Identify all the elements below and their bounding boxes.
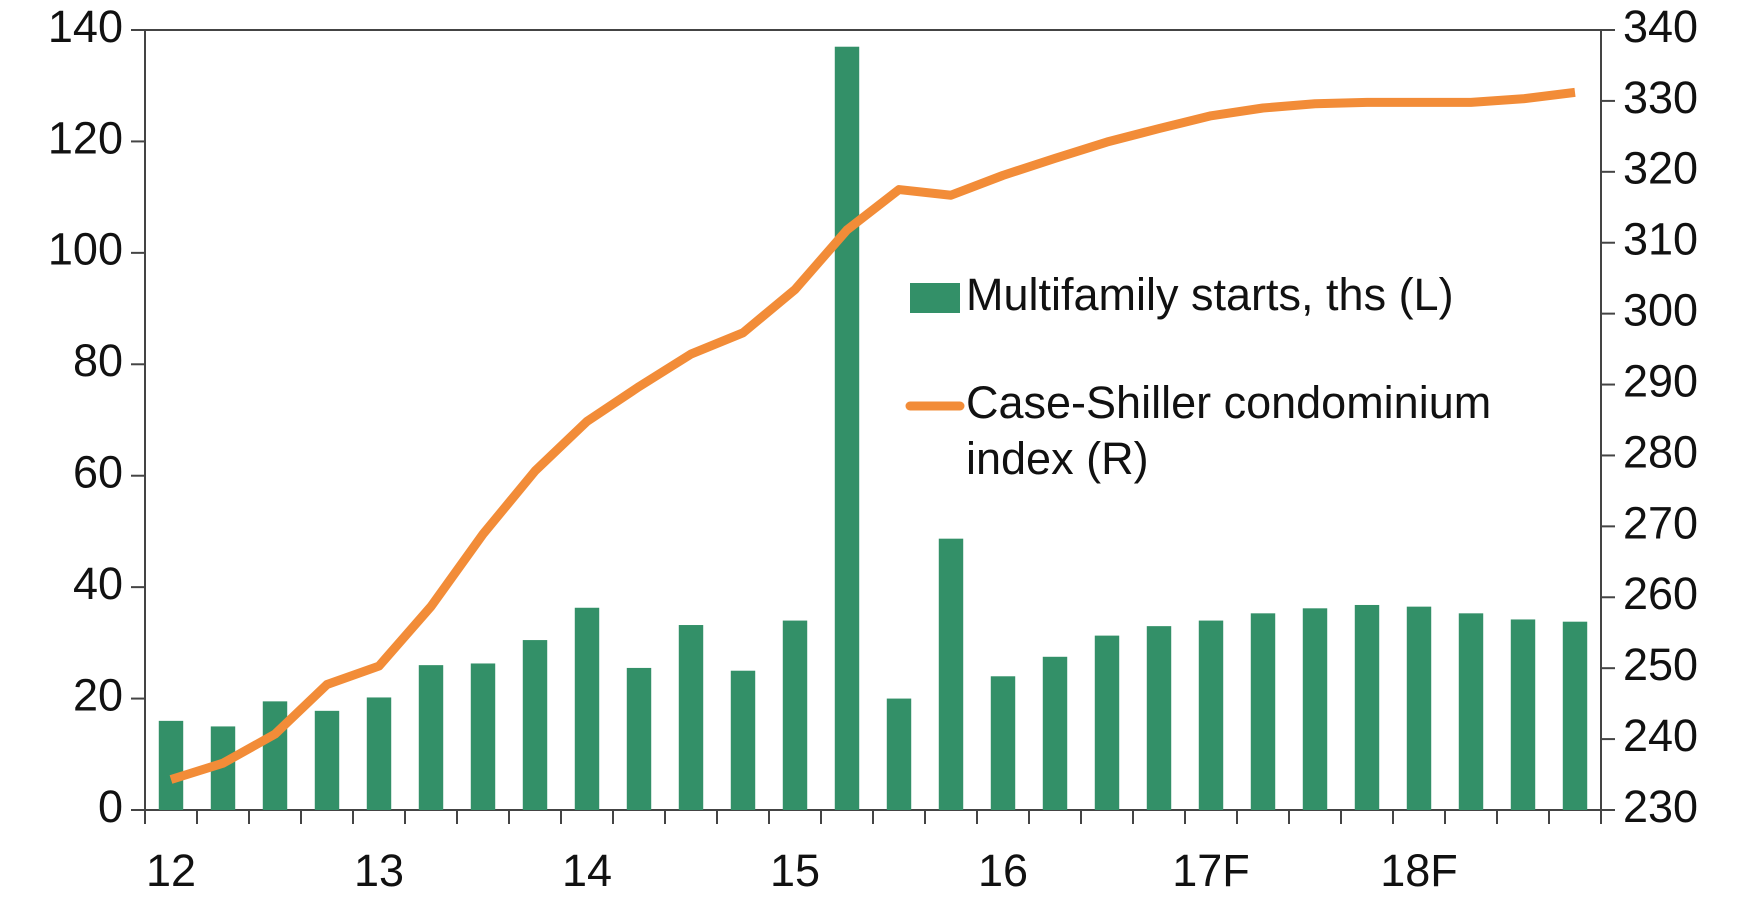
bar xyxy=(782,620,808,810)
x-tick-label: 12 xyxy=(146,845,196,896)
bar xyxy=(158,720,184,810)
y2-tick-label: 310 xyxy=(1623,214,1698,265)
y2-tick-label: 300 xyxy=(1623,285,1698,336)
bar xyxy=(1510,619,1536,810)
y-tick-label: 0 xyxy=(98,781,123,832)
y2-tick-label: 270 xyxy=(1623,497,1698,548)
bar xyxy=(1094,635,1120,810)
y2-tick-label: 340 xyxy=(1623,1,1698,52)
bar xyxy=(886,698,912,810)
bar xyxy=(938,538,964,810)
y-tick-label: 20 xyxy=(73,669,123,720)
y2-tick-label: 250 xyxy=(1623,639,1698,690)
bar xyxy=(470,663,496,810)
bar xyxy=(678,625,704,810)
bar xyxy=(990,676,1016,810)
y-tick-label: 80 xyxy=(73,335,123,386)
legend-label: Case-Shiller condominium index (R) xyxy=(966,377,1491,484)
x-tick-label: 14 xyxy=(562,845,612,896)
legend: Multifamily starts, ths (L) Case-Shiller … xyxy=(905,269,1491,484)
bar xyxy=(730,670,756,810)
bar xyxy=(1562,621,1588,810)
bar xyxy=(366,697,392,810)
line xyxy=(169,87,1576,784)
y2-tick-label: 240 xyxy=(1623,710,1698,761)
x-tick-label: 13 xyxy=(354,845,404,896)
y2-tick-label: 320 xyxy=(1623,143,1698,194)
y2-tick-label: 280 xyxy=(1623,426,1698,477)
x-tick-label: 15 xyxy=(770,845,820,896)
bar xyxy=(1406,606,1432,810)
y-tick-label: 100 xyxy=(48,224,123,275)
bar xyxy=(314,710,340,810)
bar xyxy=(1146,626,1172,810)
bar xyxy=(1302,608,1328,810)
y2-tick-label: 230 xyxy=(1623,781,1698,832)
y-tick-label: 120 xyxy=(48,112,123,163)
y-tick-label: 60 xyxy=(73,447,123,498)
bar xyxy=(834,46,860,810)
y2-tick-label: 290 xyxy=(1623,355,1698,406)
y-tick-label: 140 xyxy=(48,1,123,52)
x-tick-label: 18F xyxy=(1380,845,1458,896)
y2-tick-label: 260 xyxy=(1623,568,1698,619)
bar xyxy=(522,640,548,810)
bar xyxy=(1458,613,1484,810)
x-tick-label: 17F xyxy=(1172,845,1250,896)
bar xyxy=(626,667,652,810)
bar xyxy=(1198,620,1224,810)
y2-tick-label: 330 xyxy=(1623,72,1698,123)
bar xyxy=(1250,613,1276,810)
bar xyxy=(262,701,288,810)
y-tick-label: 40 xyxy=(73,558,123,609)
bar xyxy=(1042,656,1068,810)
bar xyxy=(418,665,444,810)
legend-label: Multifamily starts, ths (L) xyxy=(966,269,1454,320)
legend-swatch xyxy=(910,283,960,313)
bar xyxy=(574,607,600,810)
x-tick-label: 16 xyxy=(978,845,1028,896)
bar xyxy=(1354,604,1380,810)
